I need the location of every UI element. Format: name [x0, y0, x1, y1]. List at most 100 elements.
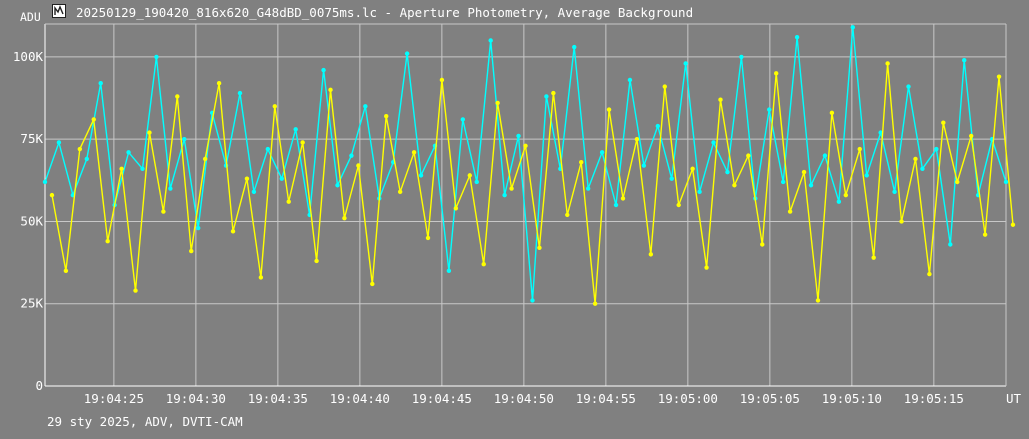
data-point: [878, 130, 883, 135]
data-point: [746, 153, 751, 158]
data-point: [49, 192, 55, 198]
data-point: [91, 117, 96, 122]
data-point: [948, 242, 953, 247]
data-point: [530, 298, 535, 303]
y-tick-label: 0: [35, 378, 43, 393]
data-point: [147, 130, 152, 135]
data-point: [42, 179, 48, 185]
data-point: [836, 199, 842, 204]
data-point: [446, 268, 452, 274]
data-point: [460, 117, 466, 122]
data-point: [801, 169, 807, 175]
data-point: [216, 81, 222, 86]
data-point: [265, 146, 271, 152]
data-point: [760, 242, 765, 247]
data-point: [648, 252, 654, 257]
data-point: [370, 281, 375, 287]
data-point: [481, 262, 486, 267]
data-point: [843, 192, 849, 198]
data-point: [822, 153, 828, 158]
data-point: [342, 215, 347, 221]
data-point: [230, 229, 236, 234]
data-point: [697, 189, 702, 195]
data-point: [690, 166, 695, 171]
data-point: [572, 44, 577, 50]
y-tick-label: 75K: [20, 131, 43, 146]
data-point: [258, 275, 264, 280]
data-point: [349, 153, 354, 158]
data-point: [592, 301, 598, 306]
data-point: [523, 143, 528, 148]
data-point: [425, 235, 431, 241]
data-point: [77, 146, 83, 152]
data-point: [314, 258, 319, 264]
data-point: [293, 127, 298, 132]
data-point: [808, 183, 814, 188]
data-point: [168, 186, 173, 191]
data-point: [161, 209, 166, 214]
x-axis-unit-label: UT: [1006, 391, 1022, 406]
data-point: [126, 150, 131, 155]
data-point: [175, 94, 180, 99]
data-point: [397, 189, 403, 195]
data-point: [913, 156, 918, 162]
data-point: [1003, 179, 1009, 185]
data-point: [565, 212, 570, 218]
data-point: [725, 169, 730, 175]
data-point: [920, 166, 925, 171]
data-point: [495, 100, 500, 106]
axes: [44, 23, 1007, 387]
data-point: [196, 225, 201, 231]
title-bar: 20250129_190420_816x620_G48dBD_0075ms.lc…: [0, 0, 1029, 24]
data-point: [857, 146, 862, 152]
data-point: [968, 133, 974, 139]
x-tick-label: 19:05:10: [822, 391, 882, 406]
data-point: [140, 166, 145, 171]
data-point: [941, 120, 946, 125]
data-point: [363, 104, 368, 109]
data-point: [620, 196, 626, 201]
x-tick-label: 19:05:00: [658, 391, 718, 406]
data-point: [272, 104, 278, 109]
data-point: [599, 150, 605, 155]
data-point: [885, 61, 890, 66]
data-point: [251, 189, 257, 195]
data-point: [613, 202, 619, 208]
data-point: [899, 219, 904, 224]
data-point: [509, 186, 514, 191]
data-point: [871, 255, 876, 260]
window-title: 20250129_190420_816x620_G48dBD_0075ms.lc…: [76, 5, 694, 20]
data-point: [606, 107, 612, 112]
series-line: [44, 27, 1007, 301]
data-point: [84, 156, 89, 162]
data-point: [56, 140, 62, 145]
data-point: [676, 202, 681, 208]
data-point: [627, 77, 633, 83]
data-point: [551, 90, 556, 96]
series-0: [42, 25, 1009, 303]
data-point: [279, 176, 284, 181]
data-point: [864, 173, 869, 178]
data-point: [996, 74, 1002, 79]
data-point: [662, 84, 667, 89]
series-line: [51, 63, 1014, 304]
series-1: [49, 61, 1016, 306]
data-point: [934, 146, 939, 152]
data-point: [300, 140, 305, 145]
data-point: [63, 268, 69, 274]
data-point: [906, 84, 911, 89]
x-tick-label: 19:04:45: [412, 391, 472, 406]
data-point: [154, 54, 159, 60]
data-point: [773, 71, 779, 76]
data-point: [829, 110, 835, 116]
series-layer: [42, 25, 1016, 306]
lightcurve-app-icon[interactable]: [52, 4, 66, 18]
data-point: [502, 192, 507, 198]
data-point: [328, 87, 333, 93]
data-point: [767, 107, 772, 112]
data-point: [732, 183, 737, 188]
data-point: [780, 179, 786, 185]
data-point: [439, 77, 445, 83]
